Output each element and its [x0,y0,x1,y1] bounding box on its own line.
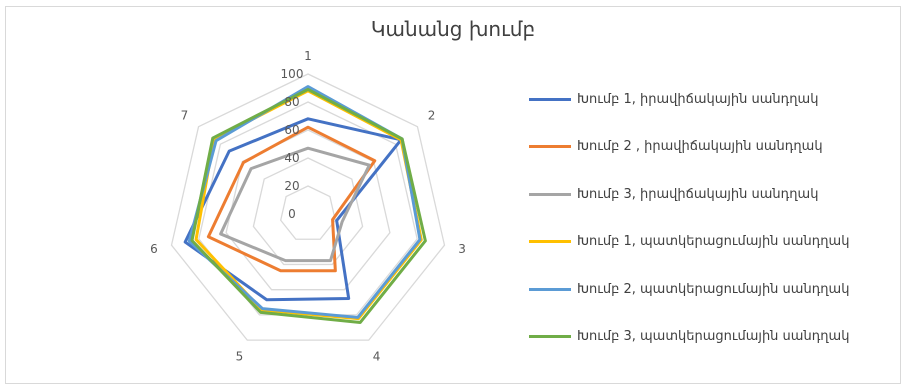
series-line-4 [194,89,423,321]
legend: Խումբ 1, իրավիճակային սանդղակ Խումբ 2 , ի… [529,87,899,373]
series-line-1 [183,117,403,302]
r-tick-label: 0 [288,207,296,221]
legend-swatch [529,287,571,291]
axis-label-3: 3 [458,242,466,256]
r-tick-label: 20 [284,179,299,193]
chart-frame: Կանանց խումբ 0 20 40 60 80 100 1 2 3 4 5 6 7 Խումբ 1… [5,6,901,384]
radar-series [183,85,427,324]
series-line-3 [219,146,371,263]
axis-label-4: 4 [373,349,381,363]
legend-label: Խումբ 1, պատկերացումային սանդղակ [577,234,850,250]
r-tick-label: 40 [284,151,299,165]
legend-label: Խումբ 2, պատկերացումային սանդղակ [577,281,850,297]
grid-ring [225,129,391,291]
r-tick-label: 80 [284,95,299,109]
legend-item-1: Խումբ 1, իրավիճակային սանդղակ [529,87,899,111]
axis-label-2: 2 [428,108,436,122]
legend-label: Խումբ 1, իրավիճակային սանդղակ [577,91,819,107]
grid-ring [252,157,364,266]
legend-label: Խումբ 3, իրավիճակային սանդղակ [577,186,819,202]
axis-label-1: 1 [304,49,312,63]
axis-label-6: 6 [150,242,158,256]
legend-label: Խումբ 2 , իրավիճակային սանդղակ [577,139,823,155]
legend-item-5: Խումբ 2, պատկերացումային սանդղակ [529,277,899,301]
r-tick-label: 60 [284,123,299,137]
legend-item-6: Խումբ 3, պատկերացումային սանդղակ [529,325,899,349]
legend-swatch [529,240,571,244]
legend-item-2: Խումբ 2 , իրավիճակային սանդղակ [529,135,899,159]
legend-swatch [529,145,571,149]
legend-swatch [529,192,571,196]
axis-label-7: 7 [181,108,189,122]
grid-ring [279,185,337,240]
legend-item-3: Խումբ 3, իրավիճակային սանդղակ [529,182,899,206]
legend-item-4: Խումբ 1, պատկերացումային սանդղակ [529,230,899,254]
legend-swatch [529,335,571,339]
r-tick-label: 100 [281,67,304,81]
legend-swatch [529,97,571,101]
axis-label-5: 5 [236,349,244,363]
legend-label: Խումբ 3, պատկերացումային սանդղակ [577,329,850,345]
chart-title: Կանանց խումբ [370,17,536,41]
grid-ring [170,73,446,341]
series-line-6 [190,87,427,324]
